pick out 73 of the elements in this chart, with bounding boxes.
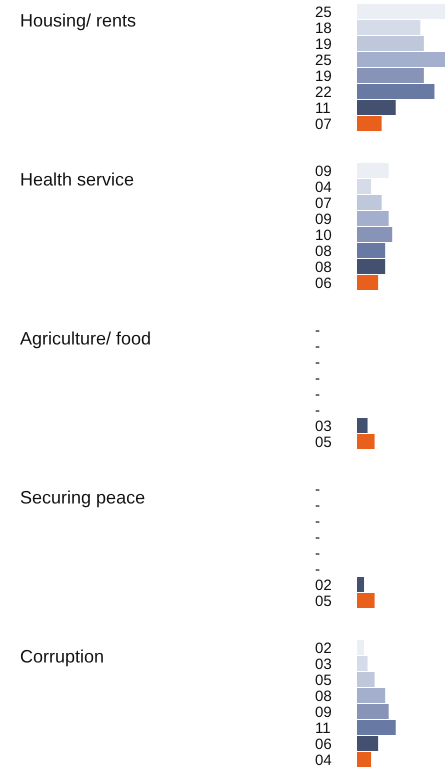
y-tick-label: Health service	[20, 169, 134, 190]
data-label: 04	[315, 178, 332, 196]
data-label: 11	[315, 720, 331, 737]
bar	[357, 259, 386, 274]
text: -	[315, 354, 320, 371]
text: -	[315, 528, 320, 546]
bar	[357, 195, 382, 210]
text: -	[315, 560, 320, 578]
bar	[357, 640, 364, 655]
text: -	[315, 338, 320, 355]
y-tick-label: Agriculture/ food	[20, 328, 152, 348]
text: -	[315, 322, 320, 339]
bar	[357, 577, 364, 592]
data-label: 09	[315, 162, 332, 180]
bar	[357, 704, 389, 719]
text: -	[315, 544, 320, 562]
data-label: 05	[315, 672, 332, 689]
data-label: 10	[315, 226, 332, 244]
bar	[357, 275, 378, 290]
data-label: 03	[315, 418, 332, 435]
bar	[357, 163, 389, 178]
data-label: 02	[315, 576, 332, 594]
bar	[357, 227, 392, 242]
data-label: 08	[315, 258, 332, 276]
bar	[357, 434, 375, 449]
data-label: 05	[315, 592, 332, 610]
data-label: 18	[315, 20, 332, 37]
bar	[357, 4, 445, 19]
bar	[357, 84, 434, 99]
bar	[357, 672, 375, 687]
text: -	[315, 512, 320, 530]
bar	[357, 179, 372, 194]
bar	[357, 418, 368, 433]
data-label: 25	[315, 4, 332, 21]
text: -	[315, 402, 320, 419]
data-label: 09	[315, 210, 332, 228]
bar	[357, 720, 396, 735]
data-label: 06	[315, 274, 332, 292]
data-label: 08	[315, 242, 332, 260]
data-label: 04	[315, 752, 332, 769]
data-label: 19	[315, 36, 332, 53]
bar	[357, 243, 386, 258]
data-label: 09	[315, 704, 332, 721]
text: -	[315, 480, 320, 498]
data-label: 07	[315, 116, 332, 133]
bar	[357, 20, 420, 35]
bar	[357, 211, 389, 226]
y-tick-label: Housing/ rents	[20, 10, 136, 30]
bar	[357, 752, 372, 767]
data-label: 07	[315, 194, 332, 212]
data-label: 06	[315, 736, 332, 753]
bar	[357, 68, 424, 83]
text: -	[315, 386, 320, 403]
data-label: 22	[315, 84, 332, 101]
data-label: 11	[315, 100, 331, 117]
text: -	[315, 496, 320, 514]
bar	[357, 52, 445, 67]
bar	[357, 100, 396, 115]
bar	[357, 593, 375, 608]
data-label: 05	[315, 434, 332, 451]
data-label: 19	[315, 68, 332, 85]
bar	[357, 36, 424, 51]
data-label: 02	[315, 640, 332, 657]
text: -	[315, 370, 320, 387]
y-tick-label: Corruption	[20, 646, 104, 666]
bar	[357, 736, 378, 751]
data-label: 08	[315, 688, 332, 705]
bar	[357, 656, 368, 671]
bar	[357, 688, 386, 703]
bar	[357, 116, 382, 131]
data-label: 03	[315, 656, 332, 673]
y-tick-label: Securing peace	[20, 487, 146, 508]
data-label: 25	[315, 52, 332, 69]
